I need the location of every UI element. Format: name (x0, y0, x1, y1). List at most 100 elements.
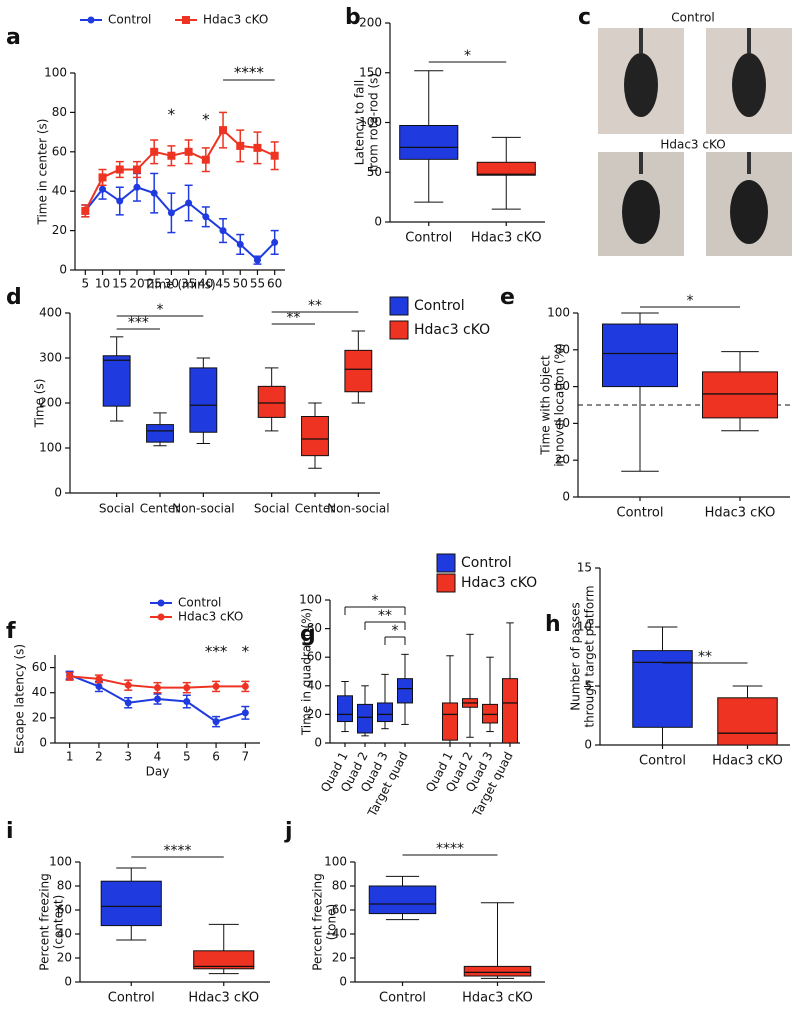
x-tick-label: 10 (95, 277, 110, 291)
panel-letter: d (6, 285, 22, 310)
panel-letter: f (6, 619, 16, 644)
box (368, 885, 437, 915)
y-tick-label: 40 (52, 184, 67, 198)
y-tick-label: 5 (584, 679, 592, 693)
box (463, 965, 532, 977)
x-tick-label: Control (379, 991, 426, 1006)
box (377, 702, 393, 723)
y-tick-label: 60 (555, 379, 570, 393)
x-tick-label: 5 (82, 277, 90, 291)
box (337, 695, 353, 723)
significance: * (464, 48, 471, 64)
y-axis-label: Time in center (s) (36, 119, 50, 226)
x-tick-label: 45 (215, 277, 230, 291)
x-tick-label: Hdac3 cKO (188, 991, 259, 1006)
photo (598, 28, 684, 134)
point (154, 684, 161, 692)
point (66, 672, 74, 680)
point (236, 240, 244, 248)
y-axis-label: through target platform (583, 585, 597, 727)
point (241, 709, 249, 717)
x-tick-label: 50 (233, 277, 248, 291)
x-axis-label: Time (mins) (143, 278, 215, 292)
significance: * (687, 293, 694, 309)
point (183, 698, 191, 706)
x-tick-label: 4 (154, 750, 162, 764)
box (344, 349, 373, 393)
point (95, 682, 103, 690)
y-tick-label: 150 (359, 65, 382, 79)
y-axis-label: from rota-rod (s) (367, 73, 381, 172)
box (482, 703, 498, 724)
point (241, 682, 249, 690)
box (257, 385, 286, 418)
y-tick-label: 60 (332, 903, 347, 917)
legend-marker (157, 613, 165, 621)
panel-letter: g (300, 622, 316, 647)
y-tick-label: 40 (332, 927, 347, 941)
photo (706, 28, 792, 134)
y-tick-label: 200 (359, 16, 382, 30)
photo (598, 152, 684, 256)
y-tick-label: 60 (52, 144, 67, 158)
y-tick-label: 60 (57, 903, 72, 917)
legend-marker (157, 599, 165, 607)
box (146, 424, 174, 443)
y-tick-label: 10 (577, 620, 592, 634)
significance: **** (234, 64, 265, 82)
y-tick-label: 100 (299, 593, 322, 607)
y-tick-label: 40 (307, 678, 322, 692)
y-tick-label: 0 (39, 736, 47, 750)
legend-label: Control (108, 13, 151, 27)
legend-label: Control (414, 298, 465, 314)
x-tick-label: Control (405, 231, 452, 246)
y-tick-label: 300 (39, 351, 62, 365)
y-tick-label: 40 (57, 927, 72, 941)
y-tick-label: 0 (59, 263, 67, 277)
y-tick-label: 200 (39, 396, 62, 410)
y-axis-label: Latency to fall (353, 80, 367, 165)
legend-swatch (436, 553, 456, 573)
y-tick-label: 0 (314, 736, 322, 750)
panel-letter: a (6, 25, 21, 50)
significance: * (242, 643, 250, 661)
y-tick-label: 100 (39, 441, 62, 455)
point (124, 681, 132, 689)
box (502, 678, 518, 744)
x-axis-label: Day (146, 765, 170, 779)
y-tick-label: 80 (307, 621, 322, 635)
y-axis-label: Number of passes (569, 602, 583, 711)
x-tick-label: Control (617, 506, 664, 521)
y-tick-label: 100 (359, 115, 382, 129)
legend-swatch (389, 320, 409, 340)
legend-marker (182, 16, 190, 24)
point (150, 189, 158, 197)
y-tick-label: 80 (555, 342, 570, 356)
y-tick-label: 20 (307, 707, 322, 721)
point (167, 209, 175, 217)
panel-letter: c (578, 5, 591, 30)
y-tick-label: 80 (52, 105, 67, 119)
photo-label: Hdac3 cKO (660, 138, 725, 152)
x-tick-label: Non-social (327, 502, 389, 516)
box (442, 702, 458, 741)
point (95, 675, 103, 683)
panel-letter: b (345, 5, 361, 30)
box (717, 697, 778, 746)
significance: * (392, 623, 399, 639)
point (132, 165, 141, 174)
y-axis-label: Time with object (539, 355, 553, 456)
y-tick-label: 100 (49, 855, 72, 869)
y-tick-label: 0 (562, 490, 570, 504)
box (193, 950, 255, 970)
x-tick-label: 15 (112, 277, 127, 291)
x-tick-label: Social (99, 502, 135, 516)
legend-marker (87, 16, 95, 24)
y-axis-label: Percent freezing (38, 873, 52, 970)
significance: *** (128, 315, 149, 331)
legend-label: Hdac3 cKO (461, 575, 537, 591)
y-tick-label: 20 (332, 951, 347, 965)
y-axis-label: Time (s) (33, 379, 47, 429)
point (116, 197, 124, 205)
